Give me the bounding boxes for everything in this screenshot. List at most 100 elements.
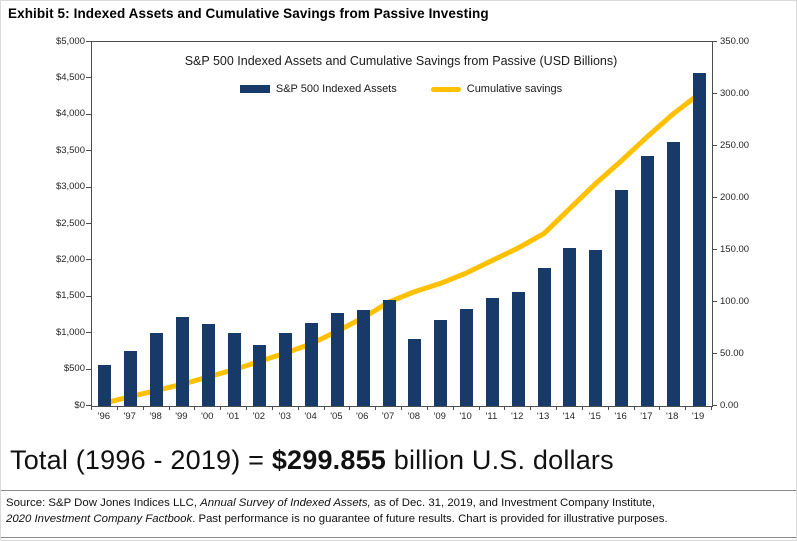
right-axis-tick-label: 250.00 <box>720 139 750 151</box>
legend-label-cumulative-savings: Cumulative savings <box>466 83 563 95</box>
x-axis-label-98: '98 <box>149 411 162 422</box>
bar-98 <box>150 333 164 406</box>
x-axis-tick <box>271 406 273 410</box>
right-axis-tick-label: 50.00 <box>720 347 744 359</box>
right-axis-tick <box>712 145 717 146</box>
x-axis-tick <box>426 406 428 410</box>
bar-17 <box>640 156 654 406</box>
left-axis-tick-label: $4,000 <box>55 108 85 120</box>
left-axis-tick-label: $5,000 <box>55 35 85 47</box>
x-axis-label-15: '15 <box>588 411 601 422</box>
bar-12 <box>511 292 525 406</box>
bar-14 <box>563 248 577 406</box>
x-axis-tick <box>478 406 480 410</box>
left-axis-tick-label: $2,000 <box>55 253 85 265</box>
x-axis-tick <box>530 406 532 410</box>
bar-16 <box>615 189 629 406</box>
x-axis-label-13: '13 <box>536 411 550 422</box>
bar-01 <box>227 333 241 406</box>
left-axis-tick-label: $1,000 <box>55 326 85 338</box>
bar-99 <box>175 316 189 406</box>
x-axis-tick <box>246 406 247 410</box>
left-axis-tick-label: $4,500 <box>55 71 85 83</box>
total-savings-text: Total (1996 - 2019) = $299.855 billion U… <box>10 445 614 476</box>
text-segment: Source: S&P Dow Jones Indices LLC, <box>6 497 201 509</box>
bar-19 <box>692 72 706 406</box>
x-axis-label-16: '16 <box>614 411 627 422</box>
x-axis-label-09: '09 <box>433 411 446 422</box>
x-axis-tick <box>581 406 583 410</box>
x-axis-tick <box>220 406 222 410</box>
left-axis-tick <box>86 259 91 261</box>
left-axis-tick-label: $0 <box>74 399 85 411</box>
bar-15 <box>589 249 603 406</box>
left-axis-tick-label: $1,500 <box>55 290 85 302</box>
right-axis-tick <box>712 197 717 198</box>
bar-07 <box>382 300 396 406</box>
x-axis-label-97: '97 <box>123 411 136 422</box>
x-axis-tick <box>297 406 299 410</box>
text-segment: Annual Survey of Indexed Assets, <box>200 497 371 509</box>
separator-rule-top <box>1 490 796 491</box>
left-axis-tick-label: $500 <box>63 363 85 375</box>
plot-area <box>91 41 713 407</box>
source-note: Source: S&P Dow Jones Indices LLC, Annua… <box>6 495 796 527</box>
bar-05 <box>330 312 344 406</box>
x-axis-tick <box>607 406 609 410</box>
left-axis-tick <box>86 77 91 79</box>
bar-13 <box>537 268 551 406</box>
left-axis-tick <box>86 223 91 224</box>
x-axis-tick <box>633 406 635 410</box>
x-axis-tick <box>711 406 712 410</box>
left-axis-tick <box>86 295 91 297</box>
right-axis-tick <box>712 41 717 42</box>
x-axis-tick <box>116 406 118 410</box>
x-axis-tick <box>375 406 377 410</box>
bar-08 <box>408 339 422 406</box>
left-axis-tick-label: $2,500 <box>55 217 85 229</box>
left-axis-tick-label: $3,000 <box>55 181 85 193</box>
bar-97 <box>124 350 138 406</box>
text-segment: as of Dec. 31, 2019, and Investment Comp… <box>370 497 656 509</box>
right-axis-tick-label: 300.00 <box>720 87 750 99</box>
x-axis-tick <box>556 406 557 410</box>
x-axis-label-18: '18 <box>666 411 679 422</box>
left-axis-tick-label: $3,500 <box>55 144 85 156</box>
chart-legend: S&P 500 Indexed Assets Cumulative saving… <box>91 83 711 95</box>
x-axis-label-08: '08 <box>407 411 421 422</box>
bar-06 <box>356 309 370 406</box>
left-axis-tick <box>86 186 91 188</box>
x-axis-tick <box>401 406 402 410</box>
x-axis-label-17: '17 <box>640 411 653 422</box>
x-axis-tick <box>168 406 170 410</box>
bar-04 <box>305 323 319 406</box>
left-axis-tick <box>86 405 91 406</box>
legend-label-indexed-assets: S&P 500 Indexed Assets <box>275 83 397 95</box>
source-line-1: Source: S&P Dow Jones Indices LLC, Annua… <box>6 495 796 511</box>
x-axis-label-00: '00 <box>201 411 214 422</box>
x-axis-tick <box>349 406 351 410</box>
bar-96 <box>98 364 112 406</box>
x-axis-label-11: '11 <box>485 411 498 422</box>
text-segment: Total (1996 - 2019) = <box>10 445 272 475</box>
right-axis-tick <box>712 353 717 354</box>
bar-18 <box>666 141 680 406</box>
x-axis-label-10: '10 <box>459 411 472 422</box>
x-axis-label-14: '14 <box>562 411 576 422</box>
x-axis-label-99: '99 <box>175 411 188 422</box>
text-segment: . Past performance is no guarantee of fu… <box>192 513 668 526</box>
x-axis-label-04: '04 <box>304 411 317 422</box>
left-axis-tick <box>86 332 91 334</box>
right-axis-tick-label: 0.00 <box>720 399 739 411</box>
line-series-swatch <box>430 86 461 92</box>
x-axis-label-07: '07 <box>381 411 395 422</box>
x-axis-label-03: '03 <box>278 411 291 422</box>
x-axis-label-06: '06 <box>356 411 369 422</box>
x-axis-label-05: '05 <box>330 411 343 422</box>
x-axis-tick <box>504 406 506 410</box>
x-axis-tick <box>452 406 454 410</box>
x-axis-label-12: '12 <box>511 411 524 422</box>
x-axis-tick <box>142 406 144 410</box>
x-axis-tick <box>323 406 325 410</box>
left-axis-tick <box>86 113 91 115</box>
